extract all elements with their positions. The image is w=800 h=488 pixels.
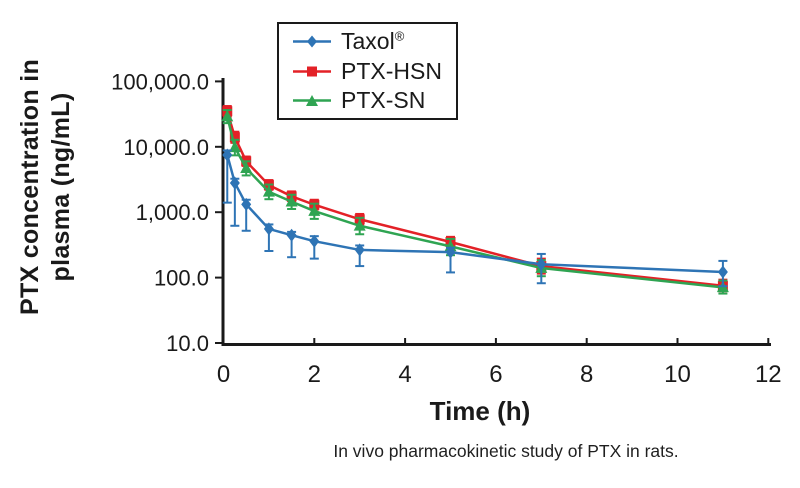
square-marker-icon <box>293 66 331 76</box>
y-axis-title-line2: plasma (ng/mL) <box>47 92 75 282</box>
legend-label: PTX-SN <box>341 86 426 113</box>
x-tick-label: 2 <box>308 361 321 388</box>
x-tick-label: 4 <box>398 361 411 388</box>
square-marker-icon <box>229 132 240 143</box>
legend-item-ptx-sn: PTX-SN <box>292 86 456 113</box>
diamond-marker-icon <box>229 176 240 190</box>
y-tick-label: 100,000.0 <box>111 69 209 94</box>
legend-item-ptx-hsn: PTX-HSN <box>292 57 456 84</box>
diamond-marker-icon <box>309 234 320 248</box>
y-tick-label: 1,000.0 <box>136 200 209 225</box>
triangle-marker-icon <box>353 219 366 231</box>
x-axis-title: Time (h) <box>429 396 531 426</box>
triangle-marker-icon <box>240 161 253 174</box>
x-tick-label: 12 <box>755 361 782 388</box>
y-tick-label: 10,000.0 <box>123 135 209 160</box>
diamond-marker-icon <box>536 257 547 271</box>
diamond-marker-icon <box>293 35 331 48</box>
triangle-marker-icon <box>221 110 234 122</box>
x-tick-label: 0 <box>217 361 230 388</box>
diamond-marker-icon <box>445 245 456 259</box>
series-line <box>226 110 724 288</box>
triangle-marker-icon <box>308 204 321 216</box>
diamond-marker-icon <box>717 265 728 279</box>
diamond-marker-icon <box>354 243 365 257</box>
x-tick-label: 8 <box>580 361 593 388</box>
y-axis-title-line1: PTX concentration in <box>16 58 44 316</box>
legend: Taxol® PTX-HSN PTX-SN <box>277 22 458 120</box>
series-taxol- <box>222 148 728 288</box>
diamond-marker-icon <box>241 197 252 211</box>
diamond-marker-icon <box>286 228 297 242</box>
x-tick-label: 6 <box>489 361 502 388</box>
figure-caption: In vivo pharmacokinetic study of PTX in … <box>333 441 679 461</box>
y-axis-title: PTX concentration in plasma (ng/mL) <box>15 0 79 377</box>
y-tick-label: 10.0 <box>166 331 209 356</box>
series-ptx-sn <box>221 109 729 295</box>
triangle-marker-icon <box>285 195 298 207</box>
series-line <box>226 154 723 274</box>
triangle-marker-icon <box>228 140 241 153</box>
legend-label: PTX-HSN <box>341 57 442 84</box>
legend-item-taxol: Taxol® <box>292 30 456 53</box>
legend-label: Taxol® <box>341 28 405 55</box>
y-tick-label: 100.0 <box>154 266 209 291</box>
series-ptx-hsn <box>222 105 728 293</box>
series-line <box>226 116 724 289</box>
triangle-marker-icon <box>293 94 331 106</box>
x-tick-label: 10 <box>664 361 691 388</box>
triangle-marker-icon <box>262 185 275 197</box>
diamond-marker-icon <box>263 222 274 236</box>
diamond-marker-icon <box>222 148 233 162</box>
registered-mark: ® <box>394 28 405 44</box>
